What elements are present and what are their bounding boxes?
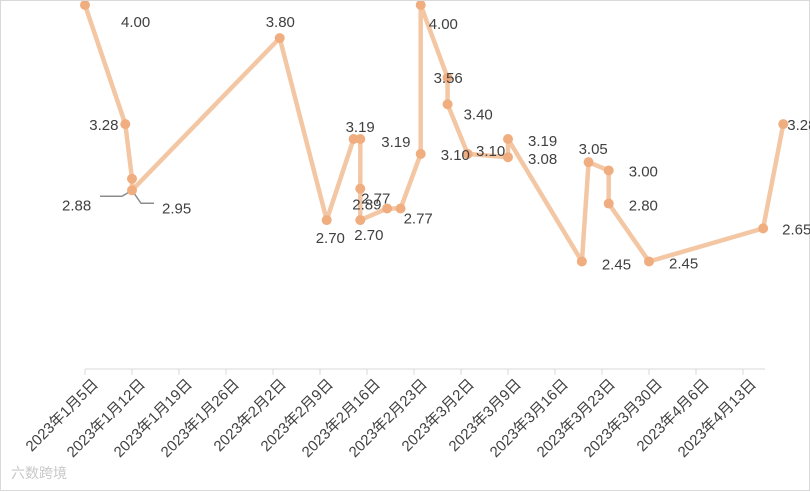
data-point [355, 134, 366, 145]
data-point [415, 1, 426, 10]
data-point [274, 33, 285, 44]
data-label: 3.28 [787, 117, 810, 134]
data-point [644, 256, 654, 267]
data-label: 2.70 [354, 227, 383, 244]
data-point [758, 223, 769, 234]
data-point [355, 183, 366, 194]
data-label: 3.40 [464, 106, 493, 123]
data-point [503, 152, 513, 163]
data-label: 3.19 [528, 133, 557, 150]
data-label: 3.19 [346, 119, 375, 136]
data-label: 2.45 [602, 256, 631, 273]
data-label: 2.77 [404, 211, 433, 228]
data-point [127, 185, 137, 196]
series-line [82, 2, 786, 264]
data-label: 2.65 [782, 221, 810, 238]
label-leader-line [131, 189, 154, 205]
data-label: 3.05 [579, 141, 608, 158]
data-label: 2.89 [352, 197, 381, 214]
data-label: 2.45 [669, 255, 698, 272]
data-point [778, 119, 789, 130]
data-label: 2.70 [316, 230, 345, 247]
data-point [576, 256, 587, 267]
data-label: 3.80 [266, 14, 295, 31]
data-label: 3.19 [381, 134, 410, 151]
data-point [462, 148, 473, 159]
data-point [120, 119, 131, 130]
data-label: 3.56 [434, 70, 463, 87]
data-point [442, 72, 453, 83]
data-point [415, 148, 426, 159]
data-label: 4.00 [429, 16, 458, 33]
data-point [603, 165, 614, 176]
watermark: 六数跨境 [11, 465, 67, 481]
data-point [127, 173, 137, 184]
data-point [442, 99, 453, 110]
data-point [382, 203, 393, 214]
data-label: 2.80 [629, 198, 658, 215]
data-point [583, 157, 594, 168]
data-label: 3.00 [629, 163, 658, 180]
data-label: 3.28 [89, 117, 118, 134]
data-label: 2.88 [62, 197, 91, 214]
data-point [395, 203, 406, 214]
data-point [355, 215, 366, 226]
data-label: 2.77 [361, 191, 390, 208]
data-point [321, 215, 332, 226]
data-point [503, 134, 513, 145]
data-label: 3.08 [528, 151, 557, 168]
data-point [80, 1, 90, 10]
data-label: 3.10 [476, 143, 505, 160]
data-point [603, 198, 614, 209]
data-label: 2.95 [162, 201, 191, 218]
data-label: 4.00 [121, 14, 150, 31]
data-label: 3.10 [441, 147, 470, 164]
